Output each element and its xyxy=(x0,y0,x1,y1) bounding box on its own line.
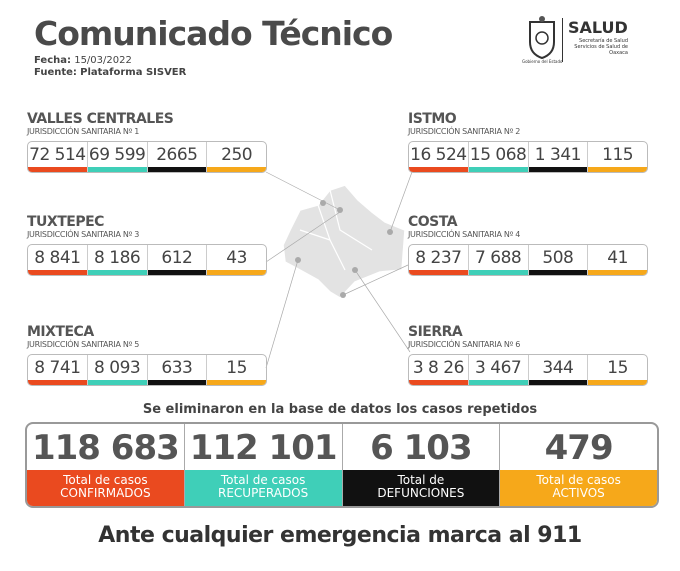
region-valles-centrales: VALLES CENTRALES JURISDICCIÓN SANITARIA N… xyxy=(27,112,267,173)
emergency-footer: Ante cualquier emergencia marca al 911 xyxy=(98,523,582,548)
page-title: Comunicado Técnico xyxy=(34,14,393,53)
total-defunciones: 6 103 Total de DEFUNCIONES xyxy=(342,424,501,506)
salud-logo: SALUD Secretaría de Salud Servicios de Sa… xyxy=(522,14,632,64)
region-sierra: SIERRA JURISDICCIÓN SANITARIA Nº 6 3 8 26… xyxy=(408,325,648,386)
total-activos: 479 Total de casos ACTIVOS xyxy=(500,424,657,506)
duplicates-note: Se eliminaron en la base de datos los ca… xyxy=(142,402,538,417)
map-shape xyxy=(282,184,406,299)
source-line: Fuente: Plataforma SISVER xyxy=(34,67,187,78)
region-mixteca: MIXTECA JURISDICCIÓN SANITARIA Nº 5 8 741… xyxy=(27,325,267,386)
region-istmo: ISTMO JURISDICCIÓN SANITARIA Nº 2 16 524 1… xyxy=(408,112,648,173)
region-costa: COSTA JURISDICCIÓN SANITARIA Nº 4 8 237 7 … xyxy=(408,215,648,276)
region-tuxtepec: TUXTEPEC JURISDICCIÓN SANITARIA Nº 3 8 84… xyxy=(27,215,267,276)
total-recuperados: 112 101 Total de casos RECUPERADOS xyxy=(184,424,343,506)
oaxaca-shield-icon xyxy=(529,16,555,60)
total-confirmados: 118 683 Total de casos CONFIRMADOS xyxy=(27,424,185,506)
totals-summary: 118 683 Total de casos CONFIRMADOS 112 101… xyxy=(25,422,659,508)
date-line: Fecha: 15/03/2022 xyxy=(34,55,132,66)
